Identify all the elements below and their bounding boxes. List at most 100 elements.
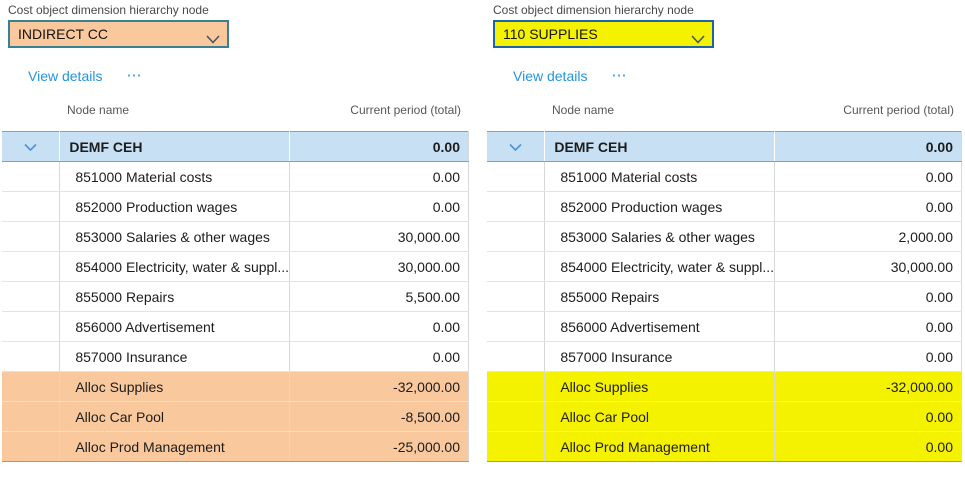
view-details-link[interactable]: View details bbox=[513, 68, 588, 84]
more-options-icon[interactable]: ⋯ bbox=[126, 67, 144, 84]
node-name-cell[interactable]: DEMF CEH bbox=[544, 131, 776, 162]
hierarchy-node-field-label: Cost object dimension hierarchy node bbox=[8, 3, 209, 17]
table-row: 857000 Insurance 0.00 bbox=[2, 341, 469, 372]
row-gutter-cell bbox=[487, 161, 546, 192]
current-period-cell[interactable]: 0.00 bbox=[774, 281, 962, 312]
node-name-cell[interactable]: 851000 Material costs bbox=[59, 161, 291, 192]
node-name-cell[interactable]: 854000 Electricity, water & suppl... bbox=[544, 251, 776, 282]
row-expander-cell[interactable] bbox=[487, 131, 546, 162]
column-header-node-name[interactable]: Node name bbox=[552, 103, 615, 117]
current-period-cell[interactable]: -32,000.00 bbox=[289, 371, 469, 402]
node-name-cell[interactable]: 852000 Production wages bbox=[544, 191, 776, 222]
current-period-cell[interactable]: 0.00 bbox=[774, 131, 962, 162]
hierarchy-node-dropdown[interactable]: INDIRECT CC bbox=[8, 20, 229, 48]
current-period-cell[interactable]: 0.00 bbox=[289, 191, 469, 222]
row-gutter-cell bbox=[2, 431, 61, 462]
row-gutter-cell bbox=[2, 161, 61, 192]
node-name-cell[interactable]: 857000 Insurance bbox=[59, 341, 291, 372]
dropdown-selected-value: 110 SUPPLIES bbox=[503, 26, 598, 42]
column-header-node-name[interactable]: Node name bbox=[67, 103, 130, 117]
current-period-cell[interactable]: 5,500.00 bbox=[289, 281, 469, 312]
node-name-cell[interactable]: 856000 Advertisement bbox=[544, 311, 776, 342]
hierarchy-node-field-label: Cost object dimension hierarchy node bbox=[493, 3, 694, 17]
node-name-cell[interactable]: Alloc Prod Management bbox=[544, 431, 776, 462]
current-period-cell[interactable]: 0.00 bbox=[289, 131, 469, 162]
table-row: DEMF CEH 0.00 bbox=[2, 131, 469, 162]
node-name-cell[interactable]: 853000 Salaries & other wages bbox=[544, 221, 776, 252]
table-row: Alloc Prod Management -25,000.00 bbox=[2, 431, 469, 462]
row-gutter-cell bbox=[2, 311, 61, 342]
current-period-cell[interactable]: 30,000.00 bbox=[289, 221, 469, 252]
table-row: 856000 Advertisement 0.00 bbox=[487, 311, 962, 342]
cost-grid: DEMF CEH 0.00 851000 Material costs 0.00 852… bbox=[487, 131, 962, 462]
node-name-cell[interactable]: 851000 Material costs bbox=[544, 161, 776, 192]
current-period-cell[interactable]: 30,000.00 bbox=[289, 251, 469, 282]
current-period-cell[interactable]: -8,500.00 bbox=[289, 401, 469, 432]
more-options-icon[interactable]: ⋯ bbox=[611, 67, 629, 84]
current-period-cell[interactable]: 30,000.00 bbox=[774, 251, 962, 282]
expand-chevron-icon[interactable] bbox=[24, 143, 37, 152]
table-row: 853000 Salaries & other wages 2,000.00 bbox=[487, 221, 962, 252]
chevron-down-icon bbox=[691, 31, 705, 49]
row-gutter-cell bbox=[2, 281, 61, 312]
node-name-cell[interactable]: 854000 Electricity, water & suppl... bbox=[59, 251, 291, 282]
table-row: 853000 Salaries & other wages 30,000.00 bbox=[2, 221, 469, 252]
row-gutter-cell bbox=[487, 251, 546, 282]
node-name-cell[interactable]: 852000 Production wages bbox=[59, 191, 291, 222]
current-period-cell[interactable]: 0.00 bbox=[774, 431, 962, 462]
node-name-cell[interactable]: Alloc Supplies bbox=[544, 371, 776, 402]
table-row: 854000 Electricity, water & suppl... 30,0… bbox=[487, 251, 962, 282]
current-period-cell[interactable]: 0.00 bbox=[289, 161, 469, 192]
node-name-cell[interactable]: Alloc Prod Management bbox=[59, 431, 291, 462]
hierarchy-panel-left: Cost object dimension hierarchy node IND… bbox=[2, 0, 469, 482]
node-name-cell[interactable]: 856000 Advertisement bbox=[59, 311, 291, 342]
row-gutter-cell bbox=[487, 341, 546, 372]
column-header-current-period[interactable]: Current period (total) bbox=[350, 103, 461, 117]
current-period-cell[interactable]: 0.00 bbox=[774, 311, 962, 342]
current-period-cell[interactable]: 0.00 bbox=[289, 311, 469, 342]
row-gutter-cell bbox=[487, 401, 546, 432]
node-name-cell[interactable]: Alloc Car Pool bbox=[544, 401, 776, 432]
row-gutter-cell bbox=[2, 191, 61, 222]
node-name-cell[interactable]: DEMF CEH bbox=[59, 131, 291, 162]
hierarchy-node-dropdown[interactable]: 110 SUPPLIES bbox=[493, 20, 714, 48]
table-row: 857000 Insurance 0.00 bbox=[487, 341, 962, 372]
current-period-cell[interactable]: 0.00 bbox=[774, 161, 962, 192]
row-gutter-cell bbox=[487, 281, 546, 312]
table-row: Alloc Car Pool -8,500.00 bbox=[2, 401, 469, 432]
column-header-current-period[interactable]: Current period (total) bbox=[843, 103, 954, 117]
table-row: 851000 Material costs 0.00 bbox=[2, 161, 469, 192]
node-name-cell[interactable]: Alloc Car Pool bbox=[59, 401, 291, 432]
hierarchy-panel-right: Cost object dimension hierarchy node 110… bbox=[487, 0, 962, 482]
node-name-cell[interactable]: 853000 Salaries & other wages bbox=[59, 221, 291, 252]
table-row: Alloc Supplies -32,000.00 bbox=[487, 371, 962, 402]
current-period-cell[interactable]: 0.00 bbox=[289, 341, 469, 372]
current-period-cell[interactable]: -25,000.00 bbox=[289, 431, 469, 462]
row-expander-cell[interactable] bbox=[2, 131, 61, 162]
node-name-cell[interactable]: 855000 Repairs bbox=[544, 281, 776, 312]
node-name-cell[interactable]: 855000 Repairs bbox=[59, 281, 291, 312]
node-name-cell[interactable]: Alloc Supplies bbox=[59, 371, 291, 402]
row-gutter-cell bbox=[2, 221, 61, 252]
current-period-cell[interactable]: 0.00 bbox=[774, 191, 962, 222]
current-period-cell[interactable]: 0.00 bbox=[774, 341, 962, 372]
table-row: 856000 Advertisement 0.00 bbox=[2, 311, 469, 342]
view-details-link[interactable]: View details bbox=[28, 68, 103, 84]
row-gutter-cell bbox=[487, 371, 546, 402]
current-period-cell[interactable]: 0.00 bbox=[774, 401, 962, 432]
row-gutter-cell bbox=[2, 401, 61, 432]
chevron-down-icon bbox=[206, 31, 220, 49]
node-name-cell[interactable]: 857000 Insurance bbox=[544, 341, 776, 372]
table-row: 852000 Production wages 0.00 bbox=[2, 191, 469, 222]
dropdown-selected-value: INDIRECT CC bbox=[18, 26, 108, 42]
expand-chevron-icon[interactable] bbox=[509, 143, 522, 152]
table-row: 851000 Material costs 0.00 bbox=[487, 161, 962, 192]
current-period-cell[interactable]: -32,000.00 bbox=[774, 371, 962, 402]
current-period-cell[interactable]: 2,000.00 bbox=[774, 221, 962, 252]
table-row: 855000 Repairs 0.00 bbox=[487, 281, 962, 312]
row-gutter-cell bbox=[487, 221, 546, 252]
row-gutter-cell bbox=[2, 251, 61, 282]
table-row: DEMF CEH 0.00 bbox=[487, 131, 962, 162]
table-row: 852000 Production wages 0.00 bbox=[487, 191, 962, 222]
